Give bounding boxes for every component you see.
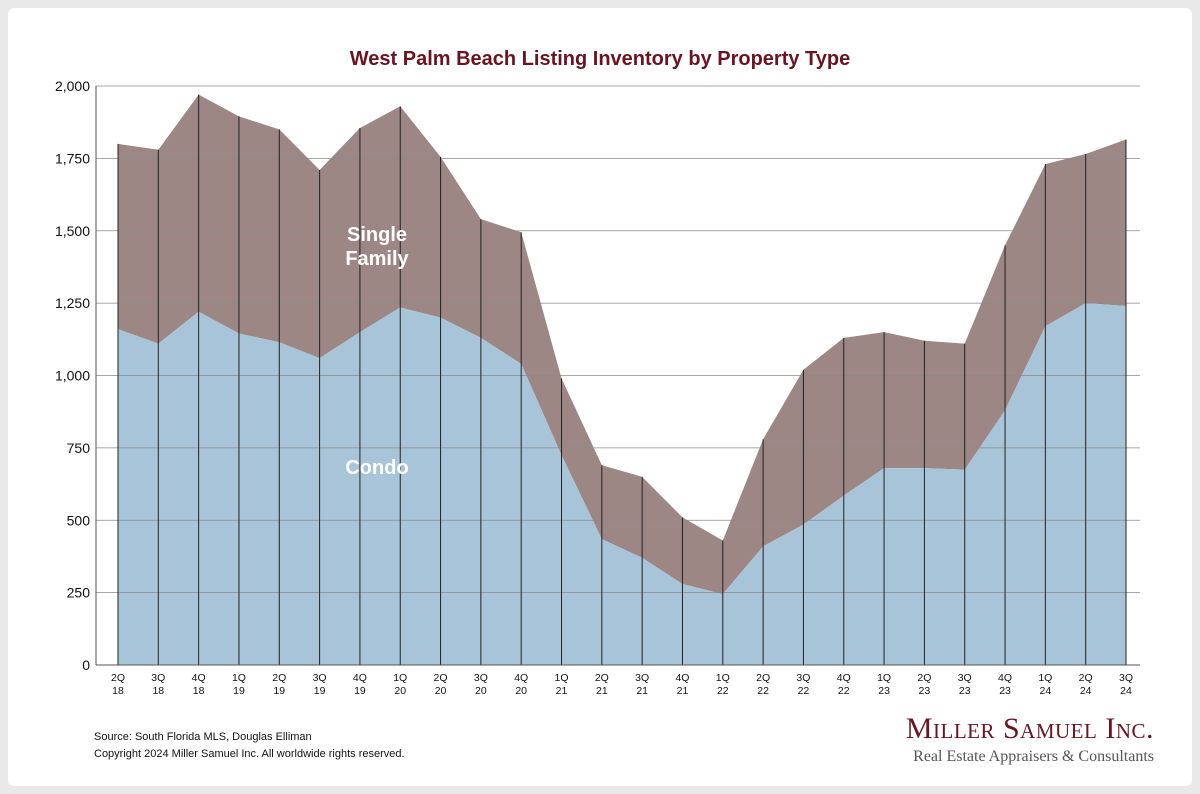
x-tick-label: 2Q [434,672,448,684]
chart-card: West Palm Beach Listing Inventory by Pro… [8,8,1192,786]
x-tick-label: 4Q [353,672,367,684]
series-area-condo [118,303,1126,665]
source-text: Source: South Florida MLS, Douglas Ellim… [94,731,312,743]
x-tick-label-year: 20 [475,685,487,697]
x-tick-label-year: 19 [273,685,285,697]
y-tick-label: 1,250 [55,295,90,311]
x-tick-label: 2Q [917,672,931,684]
x-tick-label: 3Q [151,672,165,684]
x-tick-label: 4Q [192,672,206,684]
x-tick-label-year: 20 [515,685,527,697]
x-tick-label-year: 23 [959,685,971,697]
x-tick-label: 4Q [998,672,1012,684]
x-tick-label-year: 19 [354,685,366,697]
x-tick-label: 1Q [393,672,407,684]
series-label-condo: Condo [345,457,408,479]
x-tick-label-year: 22 [838,685,850,697]
series-label-single-family-line1: Single [347,224,407,246]
x-tick-label: 4Q [837,672,851,684]
x-tick-label: 1Q [555,672,569,684]
x-tick-label-year: 19 [314,685,326,697]
x-tick-label: 3Q [635,672,649,684]
x-tick-label-year: 18 [112,685,124,697]
y-tick-label: 750 [67,440,91,456]
x-tick-label: 2Q [756,672,770,684]
x-tick-label: 1Q [716,672,730,684]
brand-name: Miller Samuel Inc. [905,712,1154,745]
x-tick-label-year: 23 [999,685,1011,697]
x-tick-label-year: 21 [636,685,648,697]
brand-logo: Miller Samuel Inc. Real Estate Appraiser… [906,712,1154,766]
x-tick-label-year: 19 [233,685,245,697]
x-tick-label-year: 23 [919,685,931,697]
x-tick-label-year: 22 [757,685,769,697]
x-tick-label-year: 22 [717,685,729,697]
x-tick-label: 2Q [272,672,286,684]
chart-title: West Palm Beach Listing Inventory by Pro… [349,48,851,70]
x-tick-label-year: 20 [394,685,406,697]
y-tick-label: 2,000 [55,78,90,94]
x-tick-label-year: 22 [798,685,810,697]
x-tick-label: 3Q [474,672,488,684]
x-tick-label: 1Q [1038,672,1052,684]
series-label-single-family-line2: Family [345,248,409,270]
x-tick-label: 3Q [958,672,972,684]
x-tick-label-year: 24 [1120,685,1132,697]
x-tick-label: 3Q [313,672,327,684]
y-tick-label: 500 [67,512,91,528]
series-area-single-family [118,94,1126,595]
x-tick-label-year: 20 [435,685,447,697]
x-tick-label-year: 18 [152,685,164,697]
y-tick-label: 0 [82,657,90,673]
source-note: Source: South Florida MLS, Douglas Ellim… [94,729,405,763]
y-tick-label: 1,000 [55,368,90,384]
y-tick-label: 1,750 [55,150,90,166]
x-tick-label: 2Q [111,672,125,684]
x-tick-label: 3Q [796,672,810,684]
x-tick-label-year: 21 [556,685,568,697]
x-tick-label-year: 18 [193,685,205,697]
x-tick-label: 1Q [877,672,891,684]
copyright-text: Copyright 2024 Miller Samuel Inc. All wo… [94,748,405,760]
x-tick-label: 3Q [1119,672,1133,684]
stacked-area-chart: 02505007501,0001,2501,5001,7502,0002Q183… [55,78,1140,697]
y-tick-label: 250 [67,585,91,601]
x-tick-label: 1Q [232,672,246,684]
x-tick-label-year: 24 [1040,685,1052,697]
x-tick-label: 2Q [595,672,609,684]
brand-tagline: Real Estate Appraisers & Consultants [913,748,1154,765]
y-tick-label: 1,500 [55,223,90,239]
x-tick-label-year: 23 [878,685,890,697]
x-tick-label: 4Q [514,672,528,684]
x-tick-label-year: 24 [1080,685,1092,697]
x-tick-label-year: 21 [596,685,608,697]
x-tick-label: 4Q [675,672,689,684]
x-tick-label: 2Q [1079,672,1093,684]
x-tick-label-year: 21 [677,685,689,697]
